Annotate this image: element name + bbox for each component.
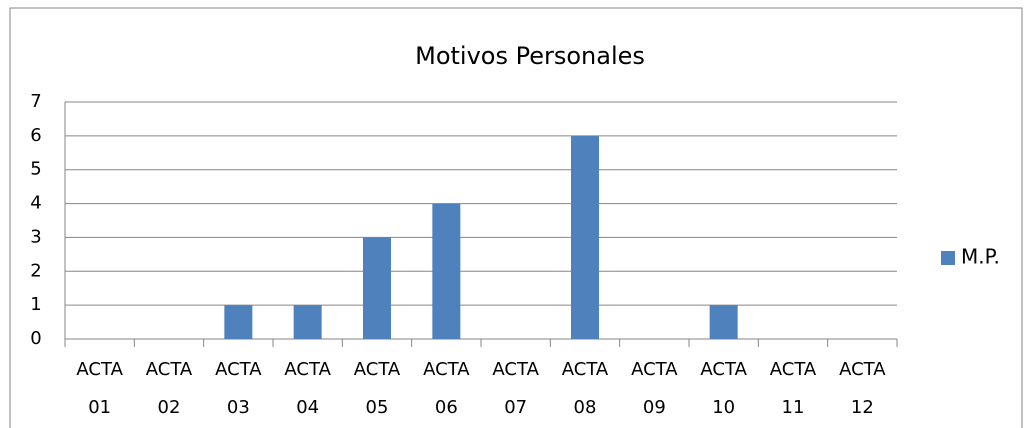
- x-tick-label: ACTA 12: [839, 359, 886, 418]
- chart-border: [9, 7, 1023, 428]
- y-tick-label: 5: [30, 159, 41, 180]
- legend-label: M.P.: [961, 245, 1000, 269]
- x-tick-label: ACTA 03: [215, 359, 262, 418]
- x-tick-label: ACTA 10: [700, 359, 747, 418]
- y-tick-label: 4: [30, 193, 41, 214]
- x-tick-label: ACTA 08: [561, 359, 609, 418]
- x-tick-label: ACTA 09: [631, 359, 678, 418]
- legend-swatch: [941, 251, 955, 265]
- y-tick-label: 1: [30, 294, 41, 315]
- bar: [363, 237, 391, 339]
- x-tick-label: ACTA 06: [423, 359, 470, 418]
- chart-title: Motivos Personales: [415, 42, 645, 70]
- y-tick-label: 7: [30, 91, 41, 112]
- bar: [224, 305, 253, 339]
- y-tick-label: 0: [30, 328, 41, 349]
- bar: [709, 305, 738, 339]
- x-tick-label: ACTA 11: [769, 359, 817, 418]
- bar: [293, 305, 322, 339]
- y-tick-label: 2: [30, 260, 41, 281]
- y-tick-label: 3: [30, 226, 41, 247]
- bar: [571, 135, 599, 339]
- bar: [432, 203, 461, 339]
- x-tick-label: ACTA 01: [76, 359, 123, 418]
- x-tick-label: ACTA 05: [353, 359, 401, 418]
- x-tick-label: ACTA 02: [145, 359, 193, 418]
- x-tick-label: ACTA 07: [492, 359, 539, 418]
- x-tick-label: ACTA 04: [284, 359, 331, 418]
- y-tick-label: 6: [30, 125, 41, 146]
